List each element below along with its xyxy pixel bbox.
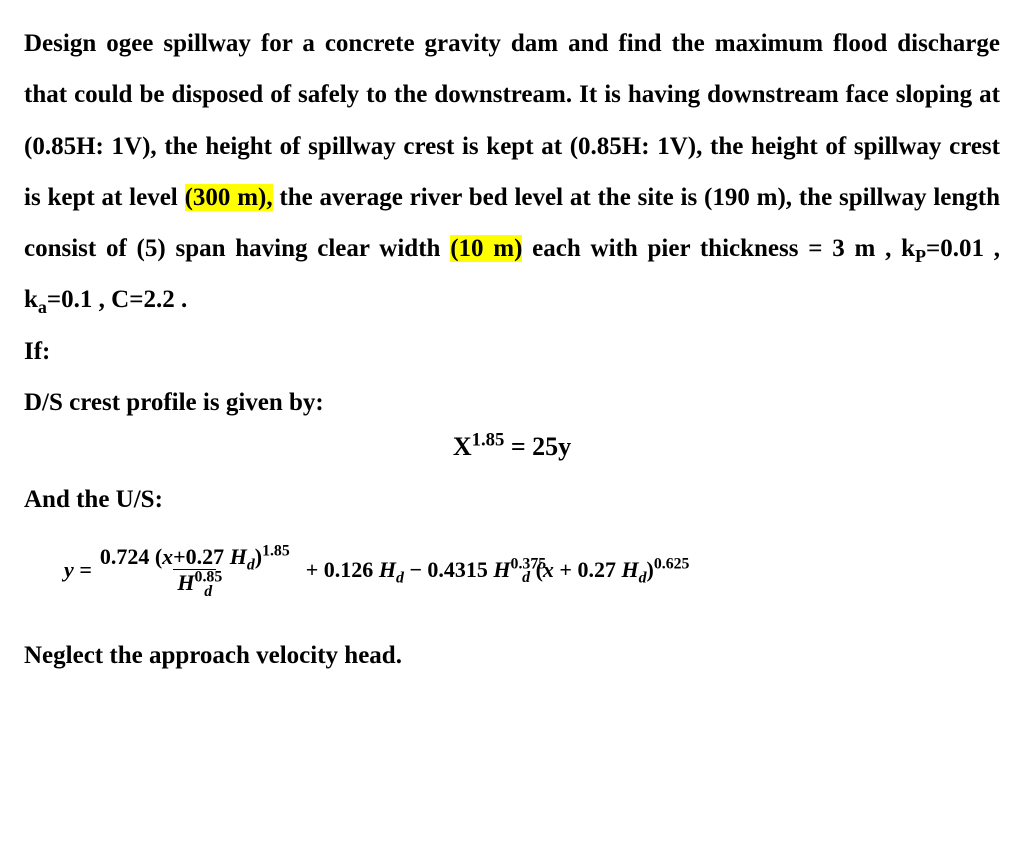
text-segment: each with pier thickness = 3 m , k (522, 235, 915, 262)
term3-a: − 0.4315 (404, 557, 494, 582)
term3-sub2: d (639, 569, 647, 586)
highlight-300m: (300 m), (185, 184, 273, 211)
term3-exp2: 0.625 (654, 556, 690, 573)
num-exp: 1.85 (262, 543, 290, 560)
problem-statement: Design ogee spillway for a concrete grav… (24, 18, 1000, 326)
eq-lhs-base: X (453, 432, 472, 461)
term3-x: x (543, 557, 554, 582)
term3-sub: d (522, 569, 530, 586)
num-x: x (162, 544, 173, 569)
den-sub: d (204, 583, 212, 600)
us-equation: y = 0.724 (x+0.27 Hd)1.85 H0.85d + 0.126… (64, 545, 1000, 594)
fraction-denominator: H0.85d (173, 569, 216, 594)
num-H-sub: d (247, 557, 255, 574)
term3-H: H (493, 557, 510, 582)
eq-lhs-exp: 1.85 (472, 429, 505, 450)
fraction: 0.724 (x+0.27 Hd)1.85 H0.85d (96, 545, 294, 594)
term3-c: + 0.27 (554, 557, 622, 582)
num-seg: ) (255, 544, 262, 569)
term2-sub: d (396, 569, 404, 586)
neglect-note: Neglect the approach velocity head. (24, 630, 1000, 681)
num-H: H (230, 544, 247, 569)
fraction-numerator: 0.724 (x+0.27 Hd)1.85 (96, 545, 294, 569)
term2-a: + 0.126 (306, 557, 379, 582)
eq-y-equals: y = (64, 557, 92, 583)
highlight-10m: (10 m) (450, 235, 522, 262)
num-seg: 0.724 ( (100, 544, 162, 569)
eq-remainder: + 0.126 Hd − 0.4315 H0.375d (x + 0.27 Hd… (306, 557, 690, 583)
if-label: If: (24, 326, 1000, 377)
term3-H2: H (621, 557, 638, 582)
text-segment: =0.1 , C=2.2 . (47, 286, 187, 313)
ds-equation: X1.85 = 25y (24, 432, 1000, 462)
ds-profile-label: D/S crest profile is given by: (24, 377, 1000, 428)
term3-b: ( (530, 557, 543, 582)
num-seg: +0.27 (173, 544, 230, 569)
subscript-ka: a (38, 297, 47, 317)
den-H: H (177, 570, 194, 595)
term3-d: ) (647, 557, 654, 582)
term2-H: H (379, 557, 396, 582)
eq-rhs: = 25y (504, 432, 571, 461)
subscript-kp: P (915, 246, 926, 266)
us-profile-label: And the U/S: (24, 474, 1000, 525)
